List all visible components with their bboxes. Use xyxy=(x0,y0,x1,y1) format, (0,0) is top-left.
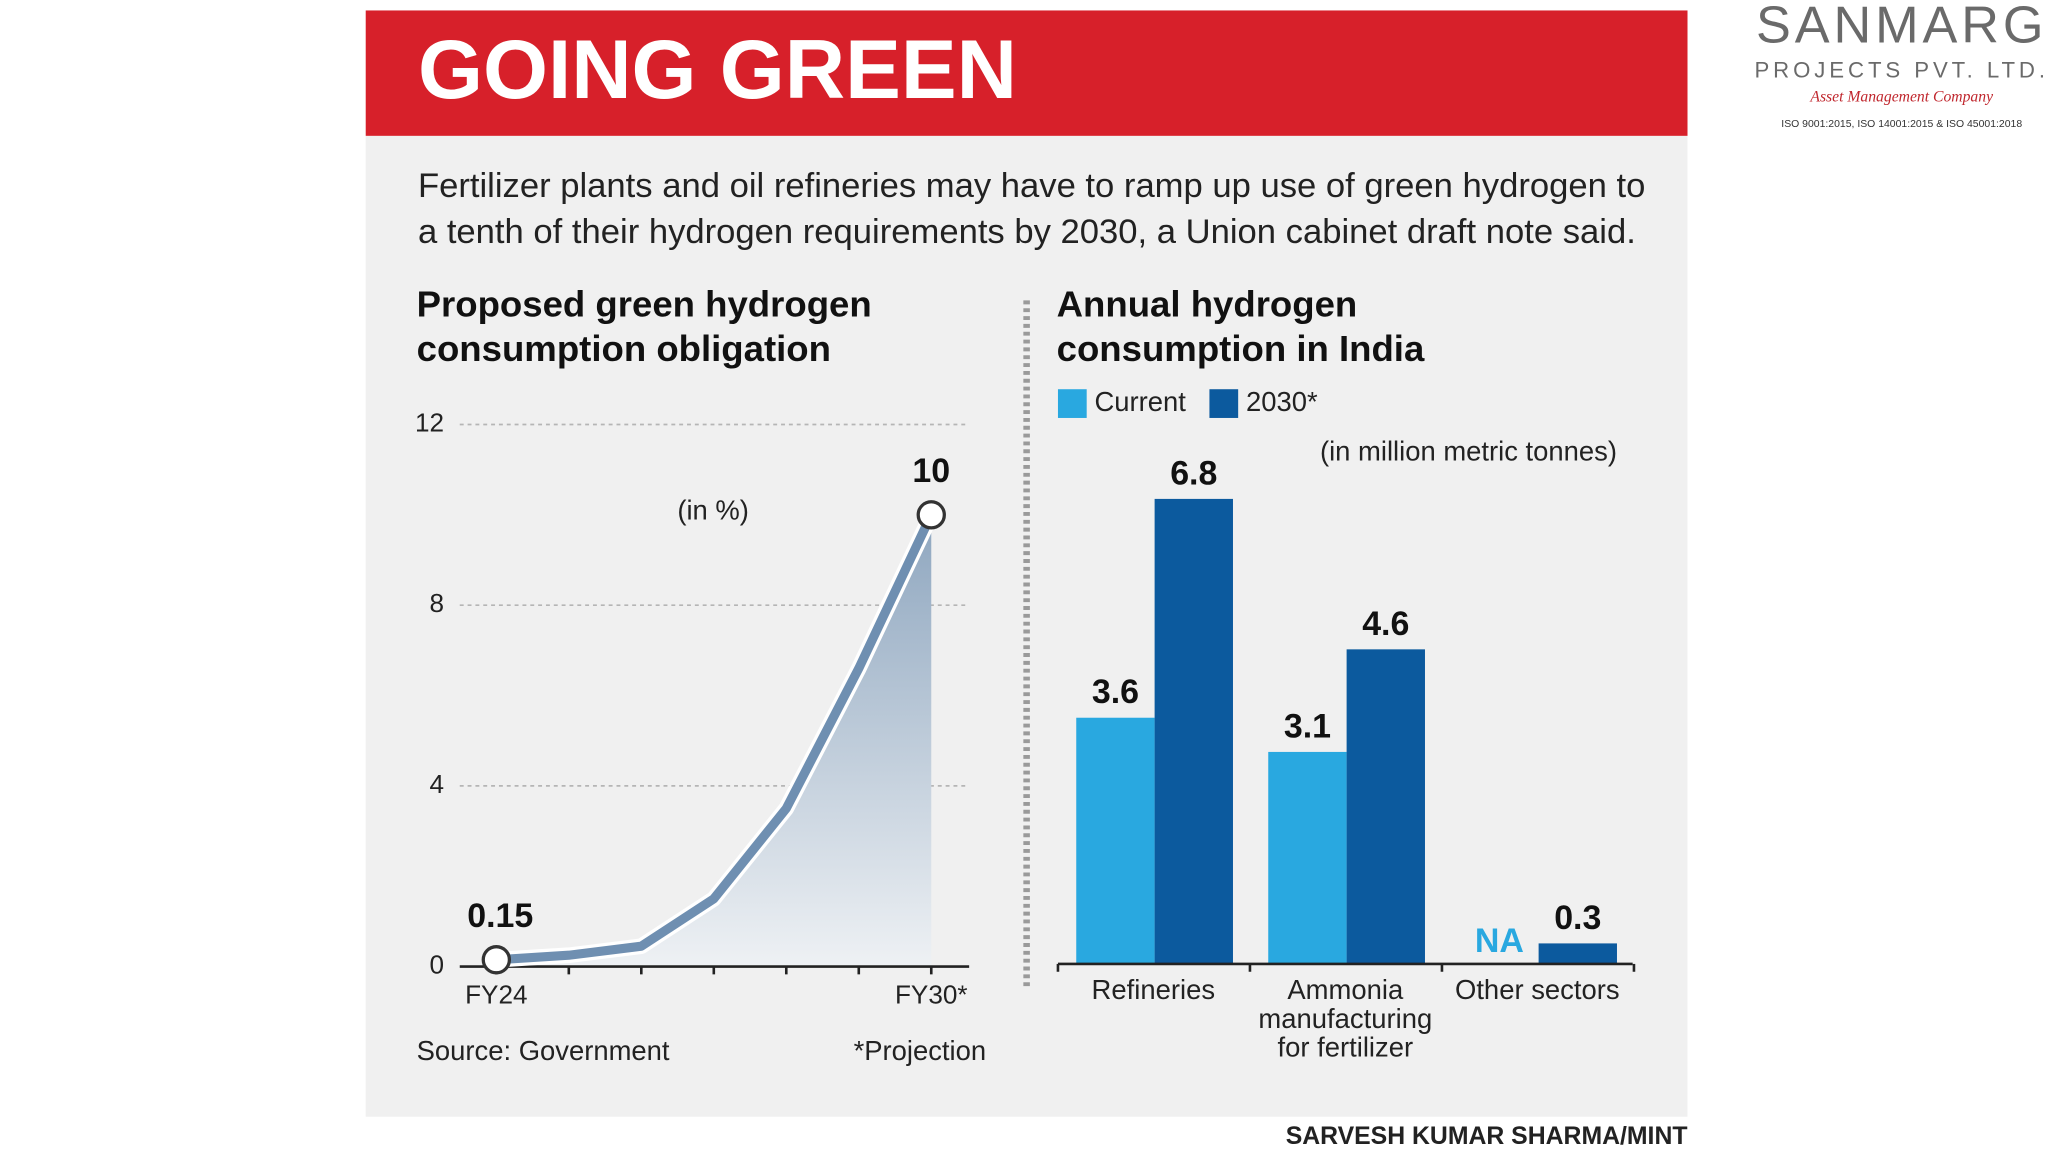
legend-swatch xyxy=(1209,389,1239,418)
x-tick-label-box: Other sectors xyxy=(1454,976,1620,1006)
chart-title: Proposed green hydrogen xyxy=(417,284,872,325)
description-line: Fertilizer plants and oil refineries may… xyxy=(418,167,1645,205)
value-label: NA xyxy=(1475,922,1524,960)
y-tick-label: 8 xyxy=(430,588,445,618)
point xyxy=(916,500,946,530)
legend-swatch xyxy=(1057,389,1087,418)
value-label: 3.1 xyxy=(1284,707,1331,745)
value-label: 10 xyxy=(912,452,950,490)
logo-certification: ISO 9001:2015, ISO 14001:2015 & ISO 4500… xyxy=(1781,119,2022,130)
x-tick-label: Other sectors xyxy=(1454,976,1620,1006)
y-tick-label: 0 xyxy=(430,949,445,979)
chart-title: consumption in India xyxy=(1057,328,1425,369)
bar xyxy=(1076,717,1155,964)
value-label: 0.15 xyxy=(467,897,533,935)
header-title: GOING GREEN xyxy=(418,22,1017,116)
bar xyxy=(1538,943,1617,964)
bar xyxy=(1346,649,1425,964)
logo-tagline: Asset Management Company xyxy=(1809,89,1993,106)
y-tick-label: 12 xyxy=(415,407,444,437)
legend-label: Current xyxy=(1095,386,1187,417)
value-label: 3.6 xyxy=(1092,673,1139,711)
point xyxy=(481,945,512,975)
bar xyxy=(1268,751,1347,964)
chart-title: Annual hydrogen xyxy=(1057,284,1358,325)
area xyxy=(496,514,932,967)
source: Source: Government xyxy=(417,1035,670,1066)
logo-name: SANMARG xyxy=(1756,0,2048,55)
value-label: 4.6 xyxy=(1362,605,1409,643)
line xyxy=(496,512,936,965)
x-tick-label-box: Ammonia manufacturing for fertilizer xyxy=(1258,976,1433,1064)
logo-subtitle: PROJECTS PVT. LTD. xyxy=(1754,58,2048,83)
legend-label: 2030* xyxy=(1246,386,1318,417)
value-label: 6.8 xyxy=(1170,454,1217,492)
x-tick-label: Ammonia manufacturing for fertilizer xyxy=(1258,976,1433,1064)
value-label: 0.3 xyxy=(1554,899,1601,937)
note: *Projection xyxy=(854,1035,987,1066)
x-tick-label: Refineries xyxy=(1091,976,1216,1006)
bar xyxy=(1154,498,1233,964)
chart-title: consumption obligation xyxy=(417,328,831,369)
x-tick-label-box: Refineries xyxy=(1091,976,1216,1006)
description-line: a tenth of their hydrogen requirements b… xyxy=(418,213,1636,251)
unit-label: (in million metric tonnes) xyxy=(1320,435,1617,466)
x-tick-label: FY24 xyxy=(465,979,527,1009)
y-tick-label: 4 xyxy=(430,769,445,799)
annotation: (in %) xyxy=(677,494,749,525)
credit: SARVESH KUMAR SHARMA/MINT xyxy=(1286,1123,1688,1150)
x-tick-label: FY30* xyxy=(895,979,968,1009)
header-band xyxy=(365,10,1688,136)
